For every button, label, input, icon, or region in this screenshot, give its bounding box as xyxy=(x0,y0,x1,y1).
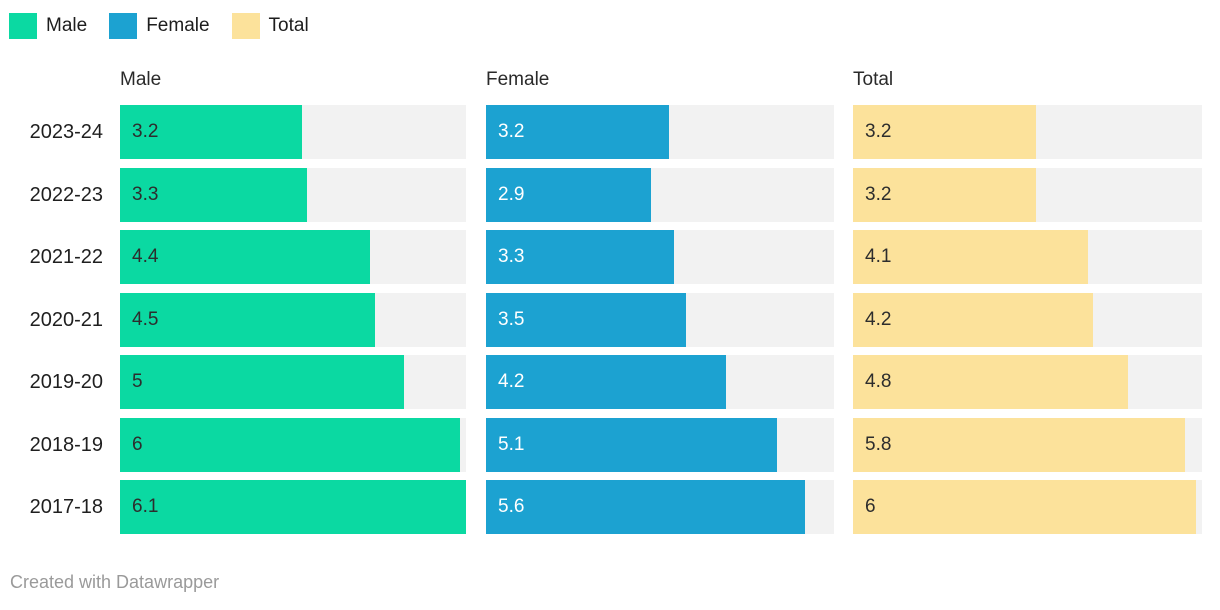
bar-male-2022-23: 3.3 xyxy=(120,167,308,222)
bar-male-2021-22: 4.4 xyxy=(120,230,370,284)
row-label-2019-20: 2019-20 xyxy=(29,371,103,393)
bar-value-label: 3.3 xyxy=(132,183,159,205)
row-label-2018-19: 2018-19 xyxy=(29,433,103,456)
bar-male-2017-18: 6.1 xyxy=(120,480,466,534)
bar-track: 3.2 xyxy=(853,105,1202,159)
bar-value-label: 3.5 xyxy=(498,308,525,330)
legend-label: Total xyxy=(268,15,309,36)
bar-value-label: 4.8 xyxy=(865,371,892,392)
bar-value-label: 3.2 xyxy=(865,183,892,205)
bar-track: 6.1 xyxy=(120,480,466,534)
bar-track: 3.2 xyxy=(486,105,834,159)
bar-male-2019-20: 5 xyxy=(120,355,404,409)
bar-male-2018-19: 6 xyxy=(120,417,461,472)
bar-track: 6 xyxy=(853,480,1202,534)
bar-value-label: 2.9 xyxy=(498,183,525,205)
bar-female-2017-18: 5.6 xyxy=(486,480,806,534)
column-header-total: Total xyxy=(853,69,894,90)
bar-track: 4.4 xyxy=(120,230,466,284)
row-label-2022-23: 2022-23 xyxy=(29,183,103,206)
bar-track: 4.2 xyxy=(486,355,834,409)
bar-female-2019-20: 4.2 xyxy=(486,355,726,409)
bar-female-2021-22: 3.3 xyxy=(486,230,675,284)
legend-swatch-icon xyxy=(231,13,260,39)
bar-male-2020-21: 4.5 xyxy=(120,292,376,347)
bar-track: 2.9 xyxy=(486,167,834,222)
column-header-female: Female xyxy=(486,69,550,90)
bar-track: 4.5 xyxy=(120,292,466,347)
bar-track: 3.2 xyxy=(120,105,466,159)
bar-track: 4.1 xyxy=(853,230,1202,284)
bar-value-label: 6.1 xyxy=(132,496,159,517)
bar-track: 3.3 xyxy=(486,230,834,284)
row-label-2020-21: 2020-21 xyxy=(29,308,103,331)
row-label-2021-22: 2021-22 xyxy=(29,246,103,268)
bar-value-label: 5.1 xyxy=(498,433,525,455)
legend: Male Female Total xyxy=(9,13,331,39)
bar-value-label: 5 xyxy=(132,371,143,392)
datawrapper-credit: Created with Datawrapper xyxy=(10,572,220,592)
legend-label: Male xyxy=(46,15,88,36)
bar-value-label: 4.4 xyxy=(132,246,159,267)
legend-item-female: Female xyxy=(109,13,210,39)
bar-track: 5 xyxy=(120,355,466,409)
bar-value-label: 5.8 xyxy=(865,433,892,455)
bar-track: 4.2 xyxy=(853,292,1202,347)
bar-total-2023-24: 3.2 xyxy=(853,105,1037,159)
legend-swatch-icon xyxy=(109,13,138,39)
bar-track: 5.1 xyxy=(486,417,834,472)
bar-female-2018-19: 5.1 xyxy=(486,417,777,472)
bar-value-label: 3.2 xyxy=(865,121,892,142)
bar-track: 3.2 xyxy=(853,167,1202,222)
bar-value-label: 6 xyxy=(865,496,876,517)
bar-female-2022-23: 2.9 xyxy=(486,167,652,222)
bar-value-label: 4.5 xyxy=(132,308,159,330)
bar-total-2022-23: 3.2 xyxy=(853,167,1037,222)
bar-female-2020-21: 3.5 xyxy=(486,292,686,347)
bar-total-2020-21: 4.2 xyxy=(853,292,1094,347)
bar-value-label: 4.2 xyxy=(498,371,525,392)
bar-track: 3.5 xyxy=(486,292,834,347)
bar-value-label: 3.2 xyxy=(132,121,159,142)
bar-value-label: 3.3 xyxy=(498,246,525,267)
bar-total-2018-19: 5.8 xyxy=(853,417,1185,472)
column-header-male: Male xyxy=(120,69,162,90)
bar-total-2019-20: 4.8 xyxy=(853,355,1128,409)
legend-label: Female xyxy=(146,15,210,36)
bar-value-label: 3.2 xyxy=(498,121,525,142)
legend-item-male: Male xyxy=(9,13,87,39)
legend-swatch-icon xyxy=(9,13,37,39)
bar-track: 3.3 xyxy=(120,167,466,222)
bar-track: 6 xyxy=(120,417,466,472)
bar-female-2023-24: 3.2 xyxy=(486,105,669,159)
bar-value-label: 5.6 xyxy=(498,496,525,517)
bar-track: 4.8 xyxy=(853,355,1202,409)
legend-item-total: Total xyxy=(231,13,309,39)
bar-total-2017-18: 6 xyxy=(853,480,1197,534)
row-label-2023-24: 2023-24 xyxy=(29,121,103,143)
bar-total-2021-22: 4.1 xyxy=(853,230,1088,284)
bar-track: 5.6 xyxy=(486,480,834,534)
bar-value-label: 4.1 xyxy=(865,246,892,267)
row-label-2017-18: 2017-18 xyxy=(29,496,103,518)
bar-value-label: 6 xyxy=(132,433,143,455)
bar-male-2023-24: 3.2 xyxy=(120,105,302,159)
bar-track: 5.8 xyxy=(853,417,1202,472)
bar-value-label: 4.2 xyxy=(865,308,892,330)
